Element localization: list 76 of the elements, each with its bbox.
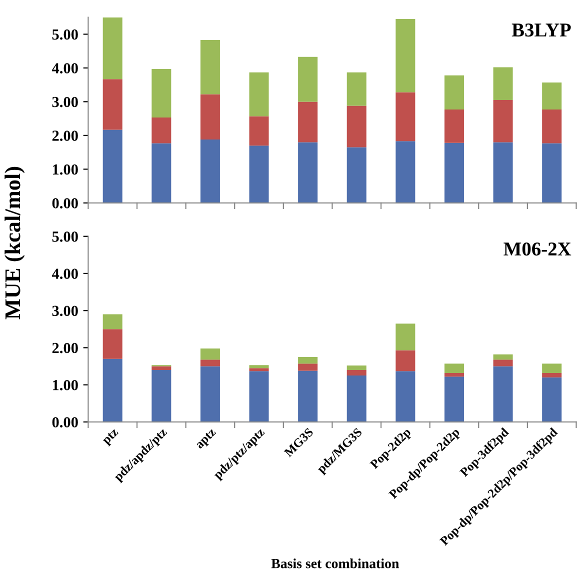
bar bbox=[152, 370, 172, 422]
bar bbox=[298, 56, 318, 102]
bar bbox=[396, 324, 416, 350]
bar bbox=[346, 376, 366, 422]
bar bbox=[102, 130, 122, 203]
bar bbox=[444, 376, 464, 422]
bar bbox=[298, 102, 318, 142]
y-tick-label: 5.00 bbox=[52, 29, 78, 40]
y-tick-label: 1.00 bbox=[52, 380, 78, 390]
bar bbox=[200, 94, 220, 140]
bar bbox=[298, 142, 318, 203]
bar bbox=[493, 67, 513, 100]
bar bbox=[200, 40, 220, 94]
bar bbox=[396, 350, 416, 372]
bar bbox=[200, 360, 220, 366]
y-tick-label: 1.00 bbox=[52, 164, 78, 175]
bar bbox=[152, 366, 172, 370]
bar bbox=[493, 100, 513, 142]
y-tick-label: 2.00 bbox=[52, 342, 78, 354]
bar bbox=[444, 364, 464, 373]
y-tick-label: 0.00 bbox=[52, 417, 78, 428]
bar bbox=[346, 366, 366, 370]
bar bbox=[346, 370, 366, 376]
bar bbox=[102, 329, 122, 359]
bar bbox=[152, 68, 172, 118]
bar bbox=[396, 92, 416, 142]
bar bbox=[542, 109, 562, 144]
bar bbox=[102, 17, 122, 80]
bar bbox=[298, 356, 318, 364]
y-axis-title: MUE (kcal/mol) bbox=[4, 166, 25, 320]
bar bbox=[493, 142, 513, 203]
bar bbox=[152, 118, 172, 144]
bar bbox=[249, 146, 269, 203]
bar bbox=[102, 79, 122, 130]
bar bbox=[542, 143, 562, 203]
bar bbox=[396, 371, 416, 422]
bar bbox=[200, 348, 220, 360]
bar bbox=[542, 82, 562, 110]
x-tick-label: aptz bbox=[195, 428, 218, 451]
bar bbox=[396, 141, 416, 203]
bar bbox=[298, 364, 318, 371]
bar bbox=[346, 106, 366, 148]
bar bbox=[346, 147, 366, 203]
chart-title: M06-2X bbox=[504, 242, 572, 256]
y-tick-label: 2.00 bbox=[52, 130, 78, 141]
bar bbox=[249, 371, 269, 422]
bar bbox=[444, 142, 464, 203]
chart-title: B3LYP bbox=[512, 24, 571, 37]
x-axis-title: Basis set combination bbox=[271, 558, 399, 568]
y-tick-label: 0.00 bbox=[52, 198, 78, 208]
y-tick-label: 5.00 bbox=[52, 231, 78, 242]
y-tick-label: 4.00 bbox=[52, 63, 78, 74]
bar bbox=[542, 372, 562, 378]
y-tick-label: 4.00 bbox=[52, 268, 78, 279]
bar bbox=[102, 358, 122, 422]
bar bbox=[152, 143, 172, 203]
bar bbox=[102, 314, 122, 330]
bar bbox=[444, 372, 464, 377]
bar bbox=[444, 75, 464, 110]
bar bbox=[493, 354, 513, 360]
bar bbox=[298, 370, 318, 422]
bar bbox=[249, 368, 269, 372]
bar bbox=[493, 366, 513, 422]
y-tick-label: 3.00 bbox=[52, 306, 78, 316]
bar bbox=[444, 109, 464, 143]
y-tick-label: 3.00 bbox=[52, 96, 78, 108]
bar bbox=[200, 139, 220, 203]
bar bbox=[249, 116, 269, 146]
bar bbox=[396, 19, 416, 92]
bar bbox=[346, 72, 366, 106]
bar bbox=[200, 366, 220, 422]
bar bbox=[542, 377, 562, 422]
bar bbox=[249, 365, 269, 368]
bar bbox=[249, 72, 269, 116]
bar bbox=[542, 364, 562, 373]
bar bbox=[493, 360, 513, 366]
